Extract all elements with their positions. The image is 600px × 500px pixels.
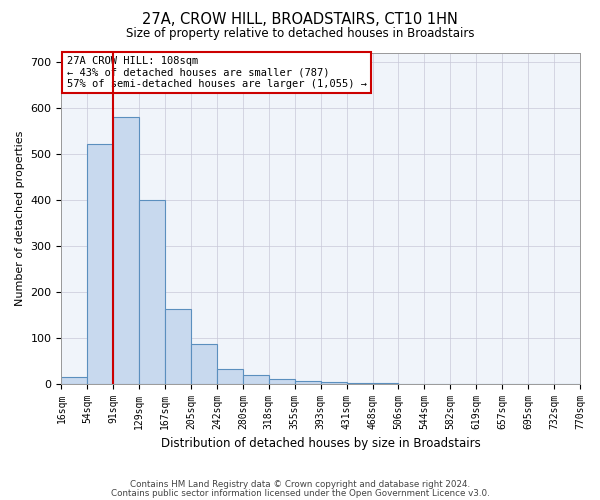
Bar — [165, 308, 191, 384]
Bar — [295, 382, 321, 384]
Text: Contains public sector information licensed under the Open Government Licence v3: Contains public sector information licen… — [110, 488, 490, 498]
X-axis label: Distribution of detached houses by size in Broadstairs: Distribution of detached houses by size … — [161, 437, 481, 450]
Bar — [321, 382, 347, 384]
Bar — [243, 376, 269, 384]
Y-axis label: Number of detached properties: Number of detached properties — [15, 130, 25, 306]
Bar — [217, 369, 243, 384]
Bar — [139, 200, 165, 384]
Bar — [113, 117, 139, 384]
Text: Size of property relative to detached houses in Broadstairs: Size of property relative to detached ho… — [126, 28, 474, 40]
Text: Contains HM Land Registry data © Crown copyright and database right 2024.: Contains HM Land Registry data © Crown c… — [130, 480, 470, 489]
Text: 27A, CROW HILL, BROADSTAIRS, CT10 1HN: 27A, CROW HILL, BROADSTAIRS, CT10 1HN — [142, 12, 458, 28]
Bar — [88, 144, 113, 384]
Text: 27A CROW HILL: 108sqm
← 43% of detached houses are smaller (787)
57% of semi-det: 27A CROW HILL: 108sqm ← 43% of detached … — [67, 56, 367, 89]
Bar — [61, 378, 88, 384]
Bar — [191, 344, 217, 384]
Bar — [269, 379, 295, 384]
